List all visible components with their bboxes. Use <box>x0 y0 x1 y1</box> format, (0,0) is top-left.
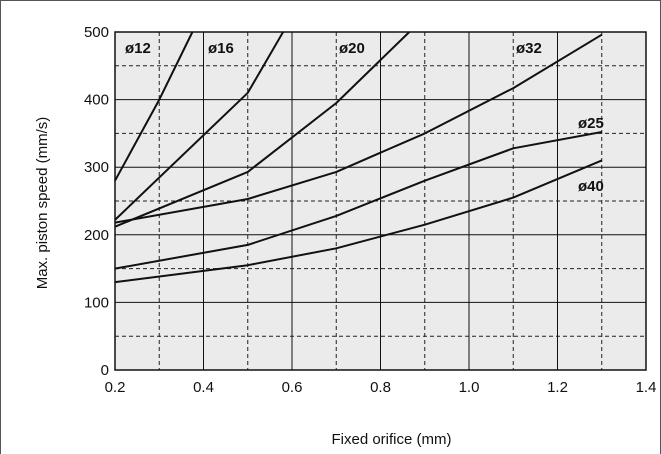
y-tick-label: 400 <box>84 92 109 109</box>
series-line <box>114 131 602 270</box>
series-label: ø20 <box>339 40 365 57</box>
series-line <box>114 159 603 284</box>
series-line <box>114 31 284 221</box>
x-tick-label: 0.8 <box>370 379 391 396</box>
y-tick-label: 500 <box>84 24 109 41</box>
series-label: ø25 <box>578 115 604 132</box>
x-tick-label: 1.4 <box>636 379 657 396</box>
y-tick-label: 0 <box>101 362 109 379</box>
x-tick-label: 1.0 <box>459 379 480 396</box>
y-tick-labels: 0 100 200 300 400 500 <box>84 24 109 379</box>
y-tick-label: 300 <box>84 159 109 176</box>
y-tick-label: 200 <box>84 227 109 244</box>
x-tick-label: 1.2 <box>547 379 568 396</box>
series-label: ø40 <box>578 178 604 195</box>
series-label: ø32 <box>516 40 542 57</box>
x-tick-label: 0.6 <box>282 379 303 396</box>
x-tick-label: 0.2 <box>105 379 126 396</box>
series-lines <box>114 31 603 284</box>
plot-border <box>114 31 647 371</box>
series-line <box>114 31 194 182</box>
x-tick-labels: 0.2 0.4 0.6 0.8 1.0 1.2 1.4 <box>105 379 657 396</box>
x-tick-label: 0.4 <box>193 379 214 396</box>
y-tick-label: 100 <box>84 294 109 311</box>
series-line <box>114 31 410 228</box>
series-labels: ø12 ø16 ø20 ø32 ø25 ø40 <box>125 40 604 195</box>
series-label: ø16 <box>208 40 234 57</box>
series-line <box>114 33 603 224</box>
y-axis-title: Max. piston speed (mm/s) <box>34 117 51 290</box>
x-axis-title: Fixed orifice (mm) <box>331 431 451 448</box>
series-label: ø12 <box>125 40 151 57</box>
